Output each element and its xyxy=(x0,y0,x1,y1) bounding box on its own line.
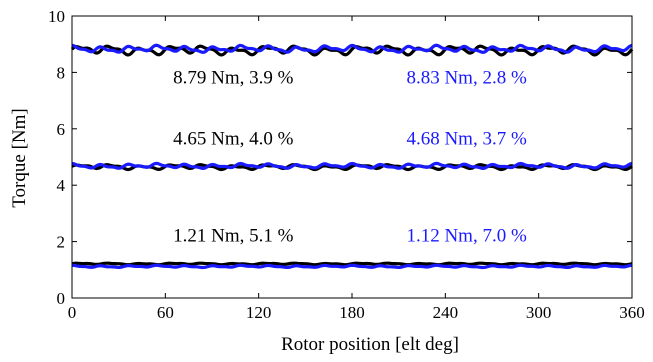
x-axis-title: Rotor position [elt deg] xyxy=(281,334,459,355)
annotation-blue: 8.83 Nm, 2.8 % xyxy=(406,68,527,89)
y-tick-label: 8 xyxy=(57,63,66,82)
annotation-black: 1.21 Nm, 5.1 % xyxy=(173,226,294,247)
x-tick-label: 0 xyxy=(68,303,77,322)
y-axis-title: Torque [Nm] xyxy=(9,108,30,207)
x-tick-label: 180 xyxy=(339,303,365,322)
y-tick-label: 6 xyxy=(57,120,66,139)
plot-frame xyxy=(71,15,633,299)
annotation-black: 8.79 Nm, 3.9 % xyxy=(173,68,294,89)
x-tick-label: 360 xyxy=(619,303,645,322)
x-tick-label: 300 xyxy=(526,303,552,322)
series-line-mid-blue xyxy=(71,161,633,170)
series-line-high-black xyxy=(70,44,634,57)
annotation-black: 4.65 Nm, 4.0 % xyxy=(173,128,294,149)
series-line-high-blue xyxy=(71,43,633,54)
axis-ticks: 0 60 120 180 240 300 360 0 2 4 6 8 10 xyxy=(48,7,645,322)
annotation-blue: 4.68 Nm, 3.7 % xyxy=(406,128,527,149)
y-tick-label: 0 xyxy=(57,289,66,308)
series-line-low-blue xyxy=(71,263,633,270)
x-tick-label: 60 xyxy=(157,303,174,322)
x-tick-label: 120 xyxy=(246,303,272,322)
annotation-blue: 1.12 Nm, 7.0 % xyxy=(406,226,527,247)
annotations: 8.79 Nm, 3.9 % 8.83 Nm, 2.8 % 4.65 Nm, 4.0… xyxy=(173,68,527,247)
plot-border xyxy=(71,15,633,299)
y-tick-label: 2 xyxy=(57,233,66,252)
y-tick-label: 10 xyxy=(48,7,65,26)
y-tick-label: 4 xyxy=(57,176,66,195)
torque-curves xyxy=(70,43,634,270)
x-tick-label: 240 xyxy=(433,303,459,322)
